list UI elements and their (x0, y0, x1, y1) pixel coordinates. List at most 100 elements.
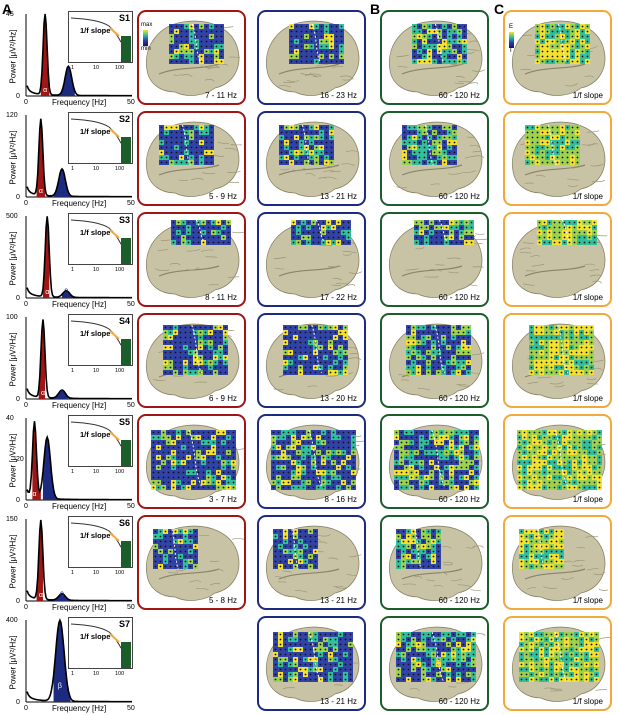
hfa-map-card: 60 - 120 Hz (380, 414, 489, 509)
x-axis-label: Frequency [Hz] (52, 502, 107, 511)
frequency-band-label: 6 - 9 Hz (208, 394, 237, 403)
inset-tick: 1 (71, 267, 75, 273)
central-sulcus-outline (308, 429, 322, 487)
alpha-map-card: 3 - 7 Hz (137, 414, 246, 509)
sylvian-fissure (278, 164, 340, 176)
panel-label-a: A (2, 1, 13, 17)
frequency-band-label: 1/f slope (572, 91, 603, 100)
subject-label: S3 (118, 215, 130, 225)
brain-surface-map (511, 323, 606, 399)
y-tick-max: 100 (6, 314, 18, 321)
inset-tick: 100 (115, 368, 125, 374)
hfa-map-card: 60 - 120 Hz (380, 313, 489, 408)
brain-surface-map (511, 219, 608, 298)
inset-plot (70, 118, 123, 146)
inset-tick: 100 (115, 570, 125, 576)
hfa-range-box: HFA (116, 642, 131, 668)
slope-map-card: 1/f slope (503, 515, 612, 610)
y-tick-max: 120 (6, 112, 18, 119)
colorbar (509, 32, 514, 48)
frequency-band-label: 13 - 21 Hz (320, 596, 357, 605)
y-tick: 0 (16, 497, 20, 504)
inset-tick: 100 (115, 671, 125, 677)
sylvian-fissure (401, 164, 463, 176)
y-tick-max: 400 (6, 617, 18, 624)
sylvian-fissure (278, 63, 340, 75)
frequency-band-label: 16 - 23 Hz (320, 91, 357, 100)
brain-surface-map (511, 424, 606, 500)
x-tick-max: 50 (127, 705, 135, 712)
hfa-range-box: HFA (116, 541, 131, 567)
subject-label: S2 (118, 114, 130, 124)
slope-map-card: 1/f slope E I (503, 10, 612, 105)
x-axis-label: Frequency [Hz] (52, 704, 107, 713)
inset-tick: 10 (93, 671, 100, 677)
central-sulcus-outline (554, 429, 568, 487)
one-over-f-inset: S2 1/f slope HFA 1 10 100 (68, 112, 133, 172)
brain-surface-map (511, 525, 608, 601)
slope-map-card: 1/f slope (503, 111, 612, 206)
central-sulcus-outline (191, 324, 202, 374)
frequency-band-label: 3 - 7 Hz (208, 495, 237, 504)
y-axis-label: Power [μV²/Hz] (8, 635, 18, 690)
inset-tick: 10 (93, 65, 100, 71)
sylvian-fissure (401, 568, 463, 580)
power-spectrum: β 400 0 0 50 Power [μV²/Hz] Frequency [Hz] S7 1/… (0, 614, 135, 714)
subject-row: α β 100 0 0 50 Power [μV²/Hz] Frequency [Hz] S4 1… (0, 311, 617, 411)
aperiodic-fit-line (70, 320, 123, 348)
central-sulcus-outline (537, 528, 545, 570)
y-tick: 0 (16, 194, 20, 201)
slope-label: 1/f slope (80, 430, 111, 439)
inset-tick: 100 (115, 166, 125, 172)
beta-band-fill (42, 437, 60, 500)
frequency-band-label: 1/f slope (572, 697, 603, 706)
y-axis-label: Power [μV²/Hz] (8, 433, 18, 488)
slope-label: 1/f slope (80, 127, 111, 136)
slope-segment (109, 229, 120, 239)
sylvian-fissure (524, 568, 586, 580)
beta-symbol: β (66, 87, 70, 94)
brain-surface-map (511, 626, 610, 702)
y-tick: 0 (16, 396, 20, 403)
colorbar-max-label: max (141, 22, 153, 28)
x-tick-min: 0 (24, 402, 28, 409)
inset-tick: 10 (93, 570, 100, 576)
beta-band-fill (59, 66, 75, 96)
inset-plot (70, 522, 123, 550)
hfa-map-card: 60 - 120 Hz (380, 111, 489, 206)
central-sulcus-outline (191, 23, 201, 63)
beta-map-card: 13 - 21 Hz (257, 616, 366, 711)
central-sulcus-outline (195, 219, 205, 243)
y-tick: 0 (16, 699, 20, 706)
brain-surface-map (265, 424, 364, 500)
subject-row: α β 40 0 20 0 50 Power [μV²/Hz] Frequency [Hz] S5… (0, 412, 617, 512)
x-tick-max: 50 (127, 99, 135, 106)
inset-tick: 100 (115, 65, 125, 71)
inset-tick: 10 (93, 469, 100, 475)
brain-surface-map (145, 20, 240, 96)
inset-plot (70, 623, 123, 651)
brain-surface-map (265, 219, 363, 298)
power-spectrum: α β 500 0 0 50 Power [μV²/Hz] Frequency [Hz] S3 1… (0, 210, 135, 310)
inset-plot (70, 421, 123, 449)
x-tick-min: 0 (24, 99, 28, 106)
alpha-map-card: 5 - 8 Hz (137, 515, 246, 610)
central-sulcus-outline (547, 124, 557, 166)
frequency-band-label: 60 - 120 Hz (438, 596, 480, 605)
frequency-band-label: 1/f slope (572, 596, 603, 605)
central-sulcus-outline (434, 324, 445, 374)
panel-label-c: C (494, 1, 505, 17)
beta-band-fill (53, 593, 71, 601)
subject-row: α β 150 0 0 50 Power [μV²/Hz] Frequency [Hz] S6 1… (0, 513, 617, 613)
frequency-band-label: 60 - 120 Hz (438, 495, 480, 504)
frequency-band-label: 1/f slope (572, 495, 603, 504)
aperiodic-fit-line (70, 219, 123, 247)
central-sulcus-outline (308, 631, 322, 683)
frequency-band-label: 60 - 120 Hz (438, 293, 480, 302)
slope-label: 1/f slope (80, 228, 111, 237)
central-sulcus-outline (554, 631, 568, 683)
frequency-band-label: 1/f slope (572, 394, 603, 403)
central-sulcus-outline (414, 528, 422, 570)
